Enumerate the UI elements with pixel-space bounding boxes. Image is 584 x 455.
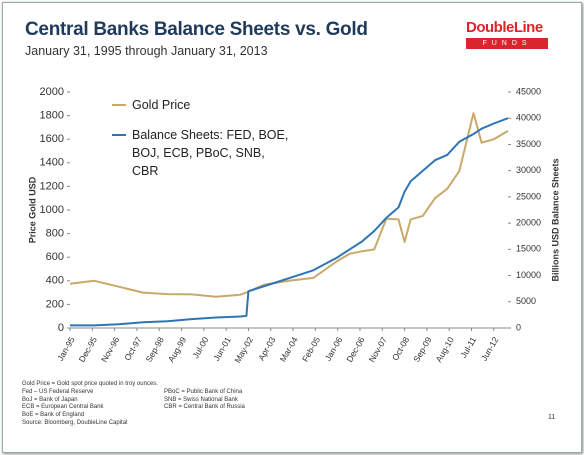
y-tick-label: 2000 bbox=[40, 86, 64, 98]
x-tick-label: Nov-07 bbox=[367, 335, 389, 364]
y-tick-label: 200 bbox=[46, 298, 64, 310]
series-line bbox=[69, 112, 509, 298]
legend-item: Balance Sheets: FED, BOE, BOJ, ECB, PBoC… bbox=[112, 126, 292, 180]
x-tick-label: Sep-09 bbox=[411, 335, 434, 364]
footnote: BoJ = Bank of Japan bbox=[22, 396, 78, 403]
x-tick-label: Jul-00 bbox=[190, 335, 210, 360]
x-tick-label: Dec-95 bbox=[77, 335, 99, 364]
x-tick-label: Mar-04 bbox=[278, 335, 300, 364]
y2-tick-label: 0 bbox=[516, 322, 521, 332]
page-number: 11 bbox=[548, 414, 556, 421]
y2-tick-label: 10000 bbox=[516, 270, 541, 280]
y2-tick-label: 15000 bbox=[516, 244, 541, 254]
y-tick-label: 600 bbox=[46, 251, 64, 263]
y2-tick-label: 40000 bbox=[516, 113, 541, 123]
x-tick-label: Apr-03 bbox=[256, 335, 278, 362]
y2-axis-title: Billions USD Balance Sheets bbox=[550, 158, 560, 281]
footnote: PBoC = Public Bank of China bbox=[164, 388, 243, 395]
series-line bbox=[70, 117, 509, 327]
x-tick-label: Aug-10 bbox=[434, 335, 457, 364]
x-tick-label: Oct-97 bbox=[122, 335, 144, 362]
x-tick-label: Jun-01 bbox=[211, 335, 233, 363]
x-tick-label: Oct-08 bbox=[390, 335, 412, 362]
x-tick-label: Jul-11 bbox=[458, 335, 478, 360]
y2-tick-label: 25000 bbox=[516, 191, 541, 201]
x-tick-label: May-02 bbox=[232, 335, 255, 365]
y-axis-title: Price Gold USD bbox=[27, 176, 37, 243]
y2-tick-label: 5000 bbox=[516, 296, 536, 306]
legend-item: Gold Price bbox=[112, 96, 292, 114]
x-tick-label: Nov-96 bbox=[99, 335, 121, 364]
footnote-spacer bbox=[164, 381, 245, 389]
y-tick-label: 1200 bbox=[40, 180, 64, 192]
footnote: Source: Bloomberg, DoubleLine Capital bbox=[22, 419, 128, 426]
footnote: BoE = Bank of England bbox=[22, 412, 85, 419]
footnote: SNB = Swiss National Bank bbox=[164, 396, 238, 403]
x-tick-label: Aug-99 bbox=[166, 335, 189, 364]
y2-tick-label: 20000 bbox=[516, 217, 541, 227]
footnote: Fed – US Federal Reserve bbox=[22, 388, 94, 395]
logo-name: DoubleLine bbox=[466, 19, 543, 36]
x-tick-label: Feb-05 bbox=[300, 335, 322, 364]
x-tick-label: Jun-12 bbox=[479, 335, 501, 363]
notes-left: Gold Price = Gold spot price quoted in t… bbox=[22, 381, 158, 428]
logo: DoubleLine FUNDS bbox=[466, 19, 548, 49]
footnote: ECB = European Central Bank bbox=[22, 404, 104, 411]
logo-sub: FUNDS bbox=[466, 38, 548, 49]
y2-tick-label: 30000 bbox=[516, 165, 541, 175]
legend-swatch bbox=[112, 104, 126, 106]
y2-tick-label: 35000 bbox=[516, 139, 541, 149]
y-tick-label: 1000 bbox=[40, 204, 64, 216]
legend-label: Gold Price bbox=[132, 98, 191, 112]
x-tick-label: Jan-95 bbox=[55, 335, 77, 363]
legend: Gold Price Balance Sheets: FED, BOE, BOJ,… bbox=[112, 96, 292, 192]
subtitle: January 31, 1995 through January 31, 201… bbox=[25, 44, 268, 58]
x-tick-label: Jan-06 bbox=[323, 335, 345, 363]
x-tick-label: Sep-98 bbox=[144, 335, 167, 364]
notes-right: PBoC = Public Bank of China SNB = Swiss N… bbox=[164, 381, 245, 412]
y2-tick-label: 45000 bbox=[516, 86, 541, 96]
footnote: CBR = Central Bank of Russia bbox=[164, 404, 245, 411]
y-tick-label: 800 bbox=[46, 228, 64, 240]
y-tick-label: 400 bbox=[46, 275, 64, 287]
y-tick-label: 1400 bbox=[40, 157, 64, 169]
x-tick-label: Dec-06 bbox=[344, 335, 366, 364]
y-tick-label: 0 bbox=[58, 322, 64, 334]
legend-label: Balance Sheets: FED, BOE, BOJ, ECB, PBoC… bbox=[132, 128, 289, 178]
y-tick-label: 1600 bbox=[40, 133, 64, 145]
footnote: Gold Price = Gold spot price quoted in t… bbox=[22, 381, 158, 387]
y-tick-label: 1800 bbox=[40, 110, 64, 122]
title: Central Banks Balance Sheets vs. Gold bbox=[25, 19, 368, 40]
legend-swatch bbox=[112, 134, 126, 136]
